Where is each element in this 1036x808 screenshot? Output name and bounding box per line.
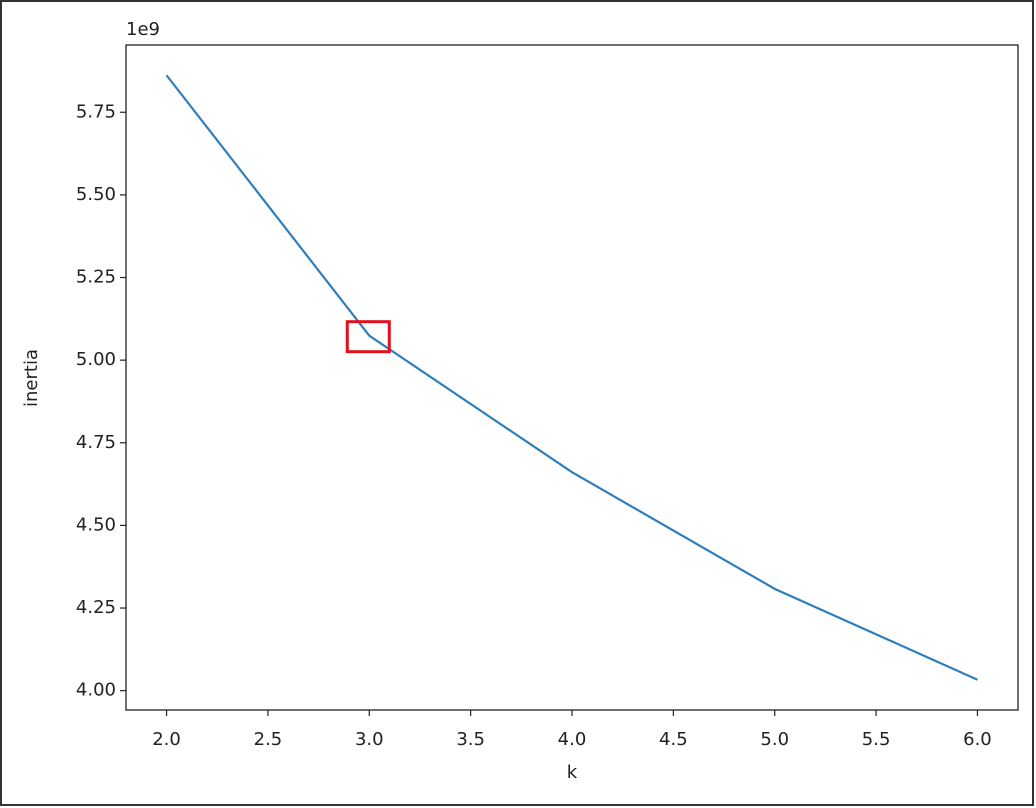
y-tick-label: 5.00 [76,349,116,370]
y-tick-label: 5.25 [76,267,116,288]
y-axis-label: inertia [21,349,42,407]
x-axis-label: k [567,762,578,783]
x-tick-label: 3.0 [355,729,384,750]
line [165,74,978,681]
x-tick-label: 6.0 [963,729,992,750]
x-tick-label: 5.0 [760,729,789,750]
y-offset-label: 1e9 [126,19,160,40]
x-tick-label: 3.5 [456,729,485,750]
y-tick-label: 4.50 [76,514,116,535]
highlight-box [345,320,391,354]
y-tick-label: 4.00 [76,680,116,701]
y-tick-label: 4.25 [76,597,116,618]
x-tick-label: 5.5 [862,729,891,750]
x-tick-label: 4.5 [659,729,688,750]
y-tick-label: 4.75 [76,432,116,453]
y-tick-label: 5.75 [76,101,116,122]
y-tick-label: 5.50 [76,184,116,205]
x-tick-label: 2.5 [254,729,283,750]
x-tick-label: 2.0 [152,729,181,750]
x-tick-label: 4.0 [558,729,587,750]
